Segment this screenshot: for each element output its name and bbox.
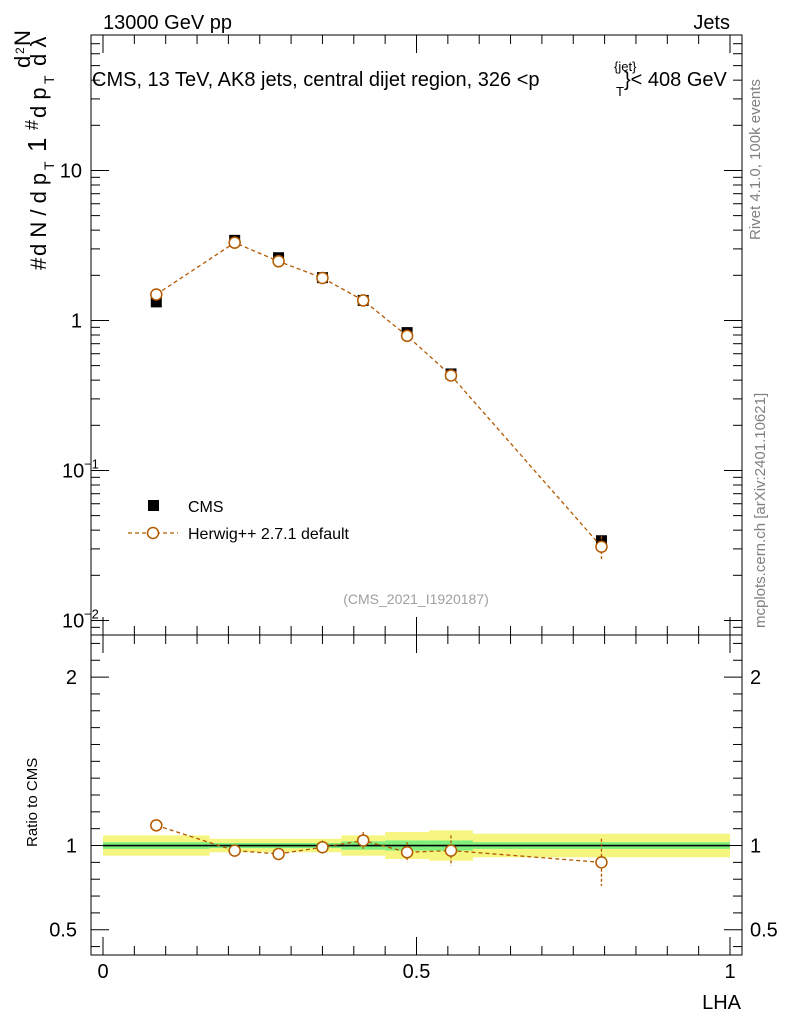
svg-text:#: # xyxy=(22,120,42,130)
main-y-tick-label: 10 xyxy=(62,610,84,632)
ratio-point xyxy=(316,840,329,854)
main-y-tick-exponent: −2 xyxy=(84,606,99,621)
ratio-point xyxy=(444,844,458,857)
header-left: 13000 GeV pp xyxy=(103,12,232,34)
legend-data-label: CMS xyxy=(188,499,224,516)
svg-text:d: d xyxy=(10,56,35,68)
ratio-point xyxy=(272,847,285,861)
main-frame xyxy=(90,34,743,636)
legend: CMS Herwig++ 2.7.1 default xyxy=(128,499,350,543)
svg-text:1: 1 xyxy=(22,138,52,152)
mc-line xyxy=(155,241,602,548)
plot-title: CMS, 13 TeV, AK8 jets, central dijet reg… xyxy=(92,59,728,99)
x-axis-label: LHA xyxy=(702,992,742,1014)
title-main: CMS, 13 TeV, AK8 jets, central dijet reg… xyxy=(92,69,540,91)
ratio-y-tick-label-right: 2 xyxy=(750,667,761,689)
ratio-mc-line xyxy=(156,824,602,864)
x-tick-label: 0.5 xyxy=(403,961,431,983)
mc-point xyxy=(595,540,608,554)
x-tick-label: 0 xyxy=(97,961,108,983)
main-plot-area xyxy=(150,234,608,560)
main-y-tick-label: 10 xyxy=(62,460,84,482)
ratio-point xyxy=(400,846,414,859)
ratio-y-tick-label: 2 xyxy=(66,667,77,689)
mc-point xyxy=(400,329,414,343)
title-sup: {jet} xyxy=(614,59,637,74)
ratio-y-tick-label-right: 0.5 xyxy=(750,920,778,942)
main-y-tick-exponent: −1 xyxy=(84,456,99,471)
ratio-point xyxy=(356,834,370,847)
cms-data-point xyxy=(150,296,162,308)
x-axis: 0 0.5 1 xyxy=(97,35,736,983)
watermark: (CMS_2021_I1920187) xyxy=(343,591,489,607)
header-right: Jets xyxy=(693,12,730,34)
ratio-y-axis: 2 2 1 1 0.5 0.5 xyxy=(49,642,778,948)
main-ylabel: # d N / d p T 1 # d p T d λ d 2 N xyxy=(10,30,57,270)
ratio-point xyxy=(228,844,241,857)
mc-point xyxy=(228,236,241,249)
ratio-point xyxy=(595,856,608,869)
svg-text:2: 2 xyxy=(13,47,27,54)
svg-text:T: T xyxy=(41,75,57,84)
title-tail: }< 408 GeV xyxy=(624,69,728,91)
svg-text:T: T xyxy=(41,161,57,170)
svg-text:d p: d p xyxy=(26,87,51,118)
ratio-y-tick-label-right: 1 xyxy=(750,836,761,858)
legend-data-marker xyxy=(148,500,159,511)
mc-point xyxy=(316,271,329,285)
ratio-y-tick-label: 1 xyxy=(66,836,77,858)
ratio-bands xyxy=(103,830,730,861)
mc-point xyxy=(272,255,285,268)
svg-text:#: # xyxy=(26,257,51,270)
mc-point xyxy=(444,369,458,382)
main-y-tick-label: 10 xyxy=(60,160,82,182)
ratio-plot-area xyxy=(150,819,608,886)
mc-point xyxy=(356,294,370,307)
ratio-ylabel: Ratio to CMS xyxy=(24,758,41,847)
mcplots-label: mcplots.cern.ch [arXiv:2401.10621] xyxy=(752,393,769,628)
ratio-point xyxy=(150,819,163,832)
legend-mc-label: Herwig++ 2.7.1 default xyxy=(188,526,350,543)
rivet-label: Rivet 4.1.0, 100k events xyxy=(747,79,764,240)
svg-text:d λ: d λ xyxy=(26,37,51,66)
ratio-frame xyxy=(90,634,743,956)
x-tick-label: 1 xyxy=(724,961,735,983)
mc-point xyxy=(150,288,163,301)
legend-mc-marker xyxy=(146,526,160,540)
ratio-y-tick-label: 0.5 xyxy=(49,920,77,942)
title-sub: T xyxy=(616,84,624,99)
main-y-tick-label: 1 xyxy=(71,310,82,332)
svg-text:N: N xyxy=(10,30,35,46)
svg-text:d N / d p: d N / d p xyxy=(26,173,51,256)
